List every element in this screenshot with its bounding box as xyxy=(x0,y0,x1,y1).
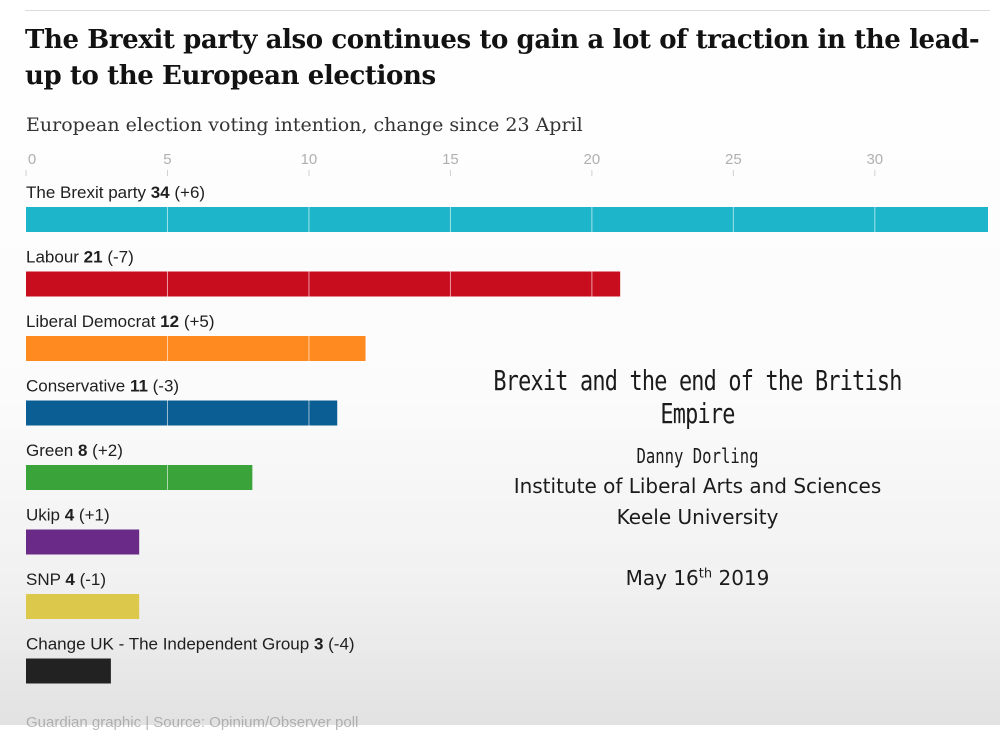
bar xyxy=(26,336,366,361)
bar xyxy=(26,594,140,619)
bar-label-name: Green xyxy=(26,441,78,460)
bar-label: Conservative 11 (-3) xyxy=(26,377,179,396)
bar-label-change: (-4) xyxy=(323,635,354,654)
bar-label-change: (+6) xyxy=(170,183,205,202)
presentation-author: Danny Dorling xyxy=(636,444,759,468)
bar-label: Ukip 4 (+1) xyxy=(26,506,110,525)
bar-label-name: Ukip xyxy=(26,506,65,525)
bar-label-change: (-7) xyxy=(103,248,134,267)
bar-label-name: Change UK - The Independent Group xyxy=(26,635,314,654)
bar-label: Change UK - The Independent Group 3 (-4) xyxy=(26,635,355,654)
bar-label-value: 4 xyxy=(65,506,75,525)
date-sup: th xyxy=(698,566,713,582)
bar-label-value: 11 xyxy=(130,377,148,396)
bar xyxy=(26,207,988,232)
date-prefix: May 16 xyxy=(625,566,699,590)
presentation-overlay: Brexit and the end of the British Empire… xyxy=(395,0,1000,725)
bar-label-value: 8 xyxy=(78,441,87,460)
presentation-date: May 16th 2019 xyxy=(395,566,1000,590)
bar xyxy=(26,271,621,297)
bar-label-name: Conservative xyxy=(26,377,130,396)
bar xyxy=(26,658,111,684)
x-tick-label: 0 xyxy=(28,151,36,168)
bar-label-change: (-3) xyxy=(148,377,179,396)
x-tick-label: 25 xyxy=(725,151,742,168)
x-tick-label: 10 xyxy=(301,151,318,168)
bar-label: The Brexit party 34 (+6) xyxy=(26,183,205,202)
bar-label-value: 21 xyxy=(84,248,103,267)
bar-label-value: 12 xyxy=(160,312,179,331)
bar xyxy=(26,400,338,426)
bar-label-change: (+1) xyxy=(74,506,109,525)
date-suffix: 2019 xyxy=(712,566,770,590)
bar xyxy=(26,465,253,490)
x-tick-label: 20 xyxy=(584,151,601,168)
bar-label: Liberal Democrat 12 (+5) xyxy=(26,312,215,331)
bar-label-name: Labour xyxy=(26,248,84,267)
x-tick-label: 30 xyxy=(866,151,883,168)
bar-label-name: Liberal Democrat xyxy=(26,312,160,331)
bar-label: Labour 21 (-7) xyxy=(26,248,134,267)
chart-subtitle: European election voting intention, chan… xyxy=(26,114,583,136)
bar-label-value: 3 xyxy=(314,635,323,654)
x-tick-label: 15 xyxy=(442,151,459,168)
bar-label: SNP 4 (-1) xyxy=(26,570,106,589)
presentation-university: Keele University xyxy=(616,505,779,529)
bar-label-value: 4 xyxy=(65,570,75,589)
bar-label-name: SNP xyxy=(26,570,65,589)
chart-footnote: Guardian graphic | Source: Opinium/Obser… xyxy=(26,714,359,731)
top-rule xyxy=(25,10,990,11)
bar xyxy=(26,529,140,555)
bar-label-name: The Brexit party xyxy=(26,183,151,202)
bar-label-change: (-1) xyxy=(75,570,106,589)
bar-label-change: (+2) xyxy=(87,441,122,460)
bar-label-value: 34 xyxy=(151,183,170,202)
bar-label-change: (+5) xyxy=(179,312,214,331)
presentation-institution: Institute of Liberal Arts and Sciences xyxy=(513,474,882,498)
chart-title: The Brexit party also continues to gain … xyxy=(25,25,980,91)
bar-label: Green 8 (+2) xyxy=(26,441,123,460)
presentation-title: Brexit and the end of the British Empire xyxy=(493,364,902,430)
x-tick-label: 5 xyxy=(163,151,171,168)
